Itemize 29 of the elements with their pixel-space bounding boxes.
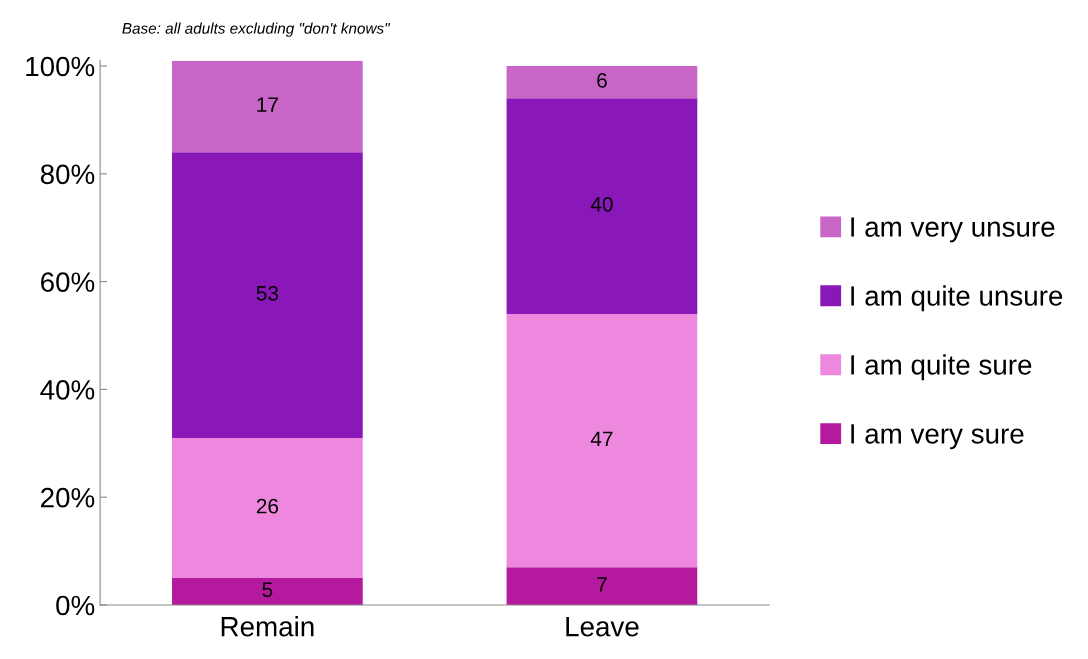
bar [506, 313, 698, 568]
data-label: 47 [590, 431, 613, 446]
legend-label: I am quite sure [851, 354, 1032, 381]
y-tick-label: 20% [41, 487, 95, 508]
data-label: 26 [256, 498, 279, 514]
y-tick-label: 100% [26, 56, 95, 77]
y-tick-label: 60% [41, 272, 95, 292]
x-tick-label: Remain [221, 616, 314, 637]
data-label: 7 [597, 577, 607, 592]
x-tick-label: Leave [566, 617, 639, 637]
data-label: 53 [256, 285, 279, 301]
bar [172, 60, 363, 153]
bar [172, 437, 363, 579]
data-label: 17 [257, 97, 278, 112]
bar [506, 66, 698, 99]
y-tick-label: 40% [40, 380, 95, 400]
bar [172, 152, 363, 438]
y-tick-label: 80% [40, 164, 95, 185]
legend-label: I am very unsure [851, 217, 1055, 243]
text: Base: all adults excluding "don't knows" [122, 22, 391, 37]
y-tick-label: 0% [56, 595, 95, 616]
legend-label: I am very sure [851, 424, 1024, 450]
data-label: 5 [262, 582, 273, 598]
legend-label: I am quite unsure [851, 285, 1063, 312]
data-label: 6 [597, 73, 607, 88]
bar [506, 567, 698, 605]
bar [172, 578, 363, 605]
bar [506, 98, 698, 314]
data-label: 40 [590, 196, 613, 212]
